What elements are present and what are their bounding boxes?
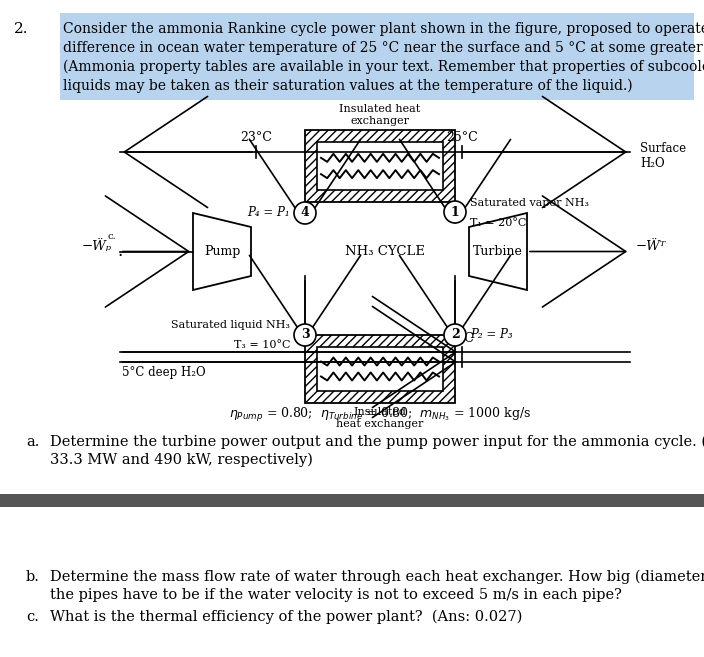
- Text: P₂ = P₃: P₂ = P₃: [470, 328, 513, 342]
- Text: 3: 3: [301, 328, 309, 342]
- Bar: [305, 335, 455, 403]
- Bar: [0, 494, 704, 507]
- Circle shape: [444, 201, 466, 223]
- Text: .: .: [118, 242, 122, 260]
- Text: 25°C: 25°C: [446, 131, 478, 144]
- Circle shape: [294, 202, 316, 224]
- Text: T₃ = 10°C: T₃ = 10°C: [234, 340, 290, 350]
- Text: T₁ = 20°C: T₁ = 20°C: [470, 218, 530, 228]
- Text: $\eta_{Pump}$ = 0.80;  $\eta_{Turbine}$ = 0.80;  $m_{NH_3}$ = 1000 kg/s: $\eta_{Pump}$ = 0.80; $\eta_{Turbine}$ =…: [229, 406, 531, 424]
- Text: 33.3 MW and 490 kW, respectively): 33.3 MW and 490 kW, respectively): [50, 453, 313, 467]
- Polygon shape: [193, 213, 251, 290]
- Text: 1: 1: [451, 206, 460, 219]
- Bar: [317, 347, 443, 391]
- Text: 2: 2: [451, 328, 460, 342]
- Text: (Ammonia property tables are available in your text. Remember that properties of: (Ammonia property tables are available i…: [63, 60, 704, 74]
- Bar: [317, 142, 443, 190]
- Text: NH₃ CYCLE: NH₃ CYCLE: [345, 245, 425, 258]
- Text: Saturated liquid NH₃: Saturated liquid NH₃: [171, 320, 290, 330]
- Text: b.: b.: [26, 570, 40, 584]
- Circle shape: [444, 324, 466, 346]
- Text: a.: a.: [26, 435, 39, 449]
- Text: Consider the ammonia Rankine cycle power plant shown in the figure, proposed to : Consider the ammonia Rankine cycle power…: [63, 22, 704, 36]
- Polygon shape: [469, 213, 527, 290]
- Text: Determine the turbine power output and the pump power input for the ammonia cycl: Determine the turbine power output and t…: [50, 435, 704, 449]
- Text: 23°C: 23°C: [240, 131, 272, 144]
- Text: 7°C: 7°C: [450, 332, 474, 345]
- Text: 2.: 2.: [14, 22, 28, 36]
- Text: −Ẅᵀ: −Ẅᵀ: [636, 240, 667, 253]
- Text: Insulated
heat exchanger: Insulated heat exchanger: [337, 407, 424, 428]
- Text: liquids may be taken as their saturation values at the temperature of the liquid: liquids may be taken as their saturation…: [63, 79, 633, 93]
- Text: Determine the mass flow rate of water through each heat exchanger. How big (diam: Determine the mass flow rate of water th…: [50, 570, 704, 584]
- Text: c.: c.: [108, 232, 117, 241]
- Text: Insulated heat
exchanger: Insulated heat exchanger: [339, 104, 420, 126]
- Text: P₄ = P₁: P₄ = P₁: [247, 206, 290, 219]
- Text: 4: 4: [301, 206, 309, 219]
- Text: What is the thermal efficiency of the power plant?  (Ans: 0.027): What is the thermal efficiency of the po…: [50, 610, 522, 624]
- Text: the pipes have to be if the water velocity is not to exceed 5 m/s in each pipe?: the pipes have to be if the water veloci…: [50, 588, 622, 602]
- Text: difference in ocean water temperature of 25 °C near the surface and 5 °C at some: difference in ocean water temperature of…: [63, 41, 704, 55]
- Circle shape: [294, 324, 316, 346]
- Text: Saturated vapor NH₃: Saturated vapor NH₃: [470, 198, 589, 208]
- Bar: [305, 130, 455, 202]
- Text: c.: c.: [26, 610, 39, 624]
- Text: Turbine: Turbine: [473, 245, 523, 258]
- Text: 5°C deep H₂O: 5°C deep H₂O: [122, 366, 206, 379]
- Text: Surface
H₂O: Surface H₂O: [640, 142, 686, 170]
- Text: −Ẅₚ: −Ẅₚ: [82, 240, 112, 253]
- Bar: [60, 13, 694, 100]
- Text: Pump: Pump: [204, 245, 240, 258]
